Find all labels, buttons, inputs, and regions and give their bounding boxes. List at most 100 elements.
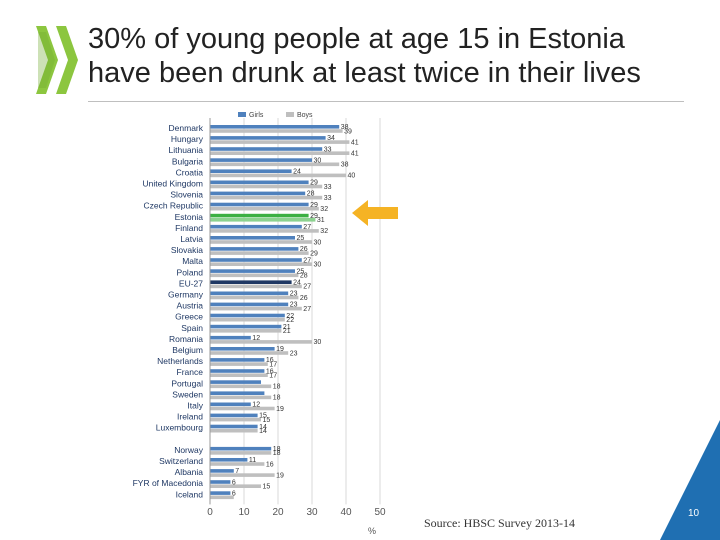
data-label: 33 xyxy=(324,184,332,191)
data-label: 32 xyxy=(320,206,328,213)
title-divider xyxy=(88,101,684,102)
data-label: 30 xyxy=(314,157,322,164)
bar-boys xyxy=(210,451,272,455)
category-label: Denmark xyxy=(169,123,204,133)
category-label: France xyxy=(177,367,204,377)
x-tick-label: 20 xyxy=(272,507,284,518)
data-label: 22 xyxy=(286,313,294,320)
data-label: 30 xyxy=(314,239,322,246)
bar-girls xyxy=(210,369,265,373)
category-label: Croatia xyxy=(176,167,204,177)
legend-label: Boys xyxy=(297,112,313,119)
bar-girls xyxy=(210,191,306,196)
category-label: Slovenia xyxy=(170,190,203,200)
bar-boys xyxy=(210,206,319,211)
bar-boys xyxy=(210,273,299,278)
data-label: 41 xyxy=(351,151,359,158)
data-label: 28 xyxy=(300,273,308,280)
data-label: 32 xyxy=(320,228,328,235)
data-label: 39 xyxy=(344,128,352,135)
category-label: Ireland xyxy=(177,412,203,422)
data-label: 40 xyxy=(348,173,356,180)
bar-boys xyxy=(210,317,285,322)
data-label: 26 xyxy=(300,246,308,253)
x-tick-label: 0 xyxy=(207,507,213,518)
bar-boys xyxy=(210,140,350,144)
bar-girls xyxy=(210,335,251,340)
bar-girls xyxy=(210,158,312,162)
bar-boys xyxy=(210,151,350,155)
data-label: 18 xyxy=(273,446,281,453)
bar-girls xyxy=(210,247,299,251)
category-label: Sweden xyxy=(172,389,203,399)
category-label: Bulgaria xyxy=(172,156,203,166)
data-label: 19 xyxy=(276,346,284,353)
category-label: Netherlands xyxy=(157,356,203,366)
data-label: 14 xyxy=(259,428,267,435)
oecd-logo-icon xyxy=(36,26,78,94)
data-label: 34 xyxy=(327,135,335,142)
bar-girls xyxy=(210,480,231,484)
category-label: Romania xyxy=(169,334,203,344)
bar-boys xyxy=(210,262,312,266)
data-label: 29 xyxy=(310,180,318,187)
data-label: 29 xyxy=(310,213,318,220)
data-label: 22 xyxy=(286,317,294,324)
bar-girls xyxy=(210,324,282,329)
bar-boys xyxy=(210,384,272,389)
title-line-1: 30% of young people at age 15 in Estonia xyxy=(88,23,625,55)
data-label: 41 xyxy=(351,139,359,146)
category-label: Iceland xyxy=(176,489,204,499)
bar-girls xyxy=(210,458,248,462)
bar-boys xyxy=(210,462,265,466)
bar-boys xyxy=(210,251,309,255)
data-label: 27 xyxy=(303,284,311,291)
data-label: 23 xyxy=(290,350,298,357)
data-label: 12 xyxy=(252,335,260,342)
arrow-left-icon xyxy=(352,200,398,226)
bar-boys xyxy=(210,306,302,311)
data-label: 18 xyxy=(273,395,281,402)
x-tick-label: 30 xyxy=(306,507,318,518)
data-label: 18 xyxy=(273,450,281,457)
category-label: Lithuania xyxy=(168,145,203,155)
x-axis-label: % xyxy=(368,526,376,536)
bar-girls xyxy=(210,258,302,262)
bar-girls xyxy=(210,446,272,451)
data-label: 21 xyxy=(283,324,291,331)
category-label: Germany xyxy=(168,290,204,300)
bar-boys xyxy=(210,240,312,244)
data-label: 7 xyxy=(235,468,239,475)
data-label: 29 xyxy=(310,250,318,257)
legend-swatch xyxy=(238,112,246,117)
data-label: 27 xyxy=(303,257,311,264)
category-label: Czech Republic xyxy=(143,201,203,211)
bar-boys xyxy=(210,495,234,500)
bar-boys xyxy=(210,362,268,366)
corner-decoration xyxy=(660,420,720,540)
data-label: 33 xyxy=(324,146,332,153)
category-label: United Kingdom xyxy=(143,179,203,189)
x-tick-label: 10 xyxy=(238,507,250,518)
data-label: 14 xyxy=(259,424,267,431)
data-label: 23 xyxy=(290,302,298,309)
data-label: 16 xyxy=(266,461,274,468)
bar-girls xyxy=(210,424,258,429)
bar-girls xyxy=(210,269,295,273)
category-label: Italy xyxy=(187,401,203,411)
bar-boys xyxy=(210,484,261,488)
category-label: Albania xyxy=(175,467,204,477)
bar-boys xyxy=(210,340,312,344)
bar-boys xyxy=(210,295,299,300)
category-label: Finland xyxy=(175,223,203,233)
data-label: 27 xyxy=(303,306,311,313)
data-label: 15 xyxy=(259,413,267,420)
data-label: 23 xyxy=(290,291,298,298)
bar-girls xyxy=(210,180,309,185)
bar-boys xyxy=(210,329,282,333)
source-note: Source: HBSC Survey 2013-14 xyxy=(424,516,575,530)
category-label: Luxembourg xyxy=(156,423,204,433)
data-label: 33 xyxy=(324,195,332,202)
bar-girls xyxy=(210,280,292,284)
data-label: 30 xyxy=(314,339,322,346)
